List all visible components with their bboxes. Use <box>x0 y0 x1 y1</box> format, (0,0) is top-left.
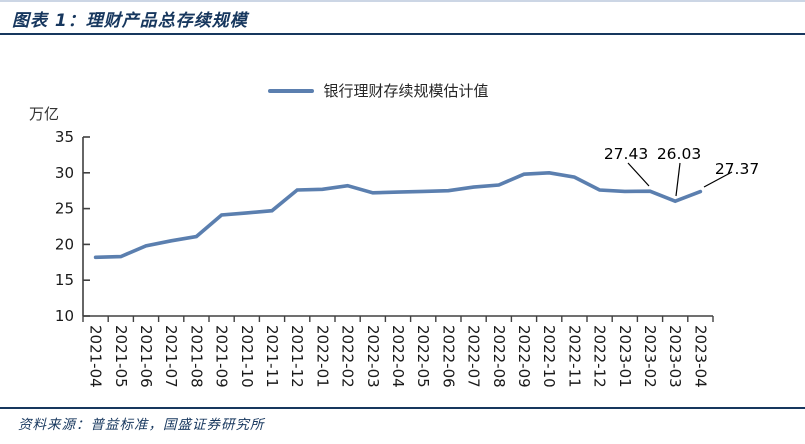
figure-title: 图表 1：理财产品总存续规模 <box>12 11 248 31</box>
x-tick-label: 2021-05 <box>112 325 130 388</box>
series-line <box>93 170 703 260</box>
x-tick-label: 2022-05 <box>414 325 432 388</box>
x-tick-label: 2023-04 <box>691 325 709 388</box>
legend-label: 银行理财存续规模估计值 <box>323 82 489 100</box>
y-tick-label: 10 <box>55 307 74 325</box>
x-tick-label: 2022-10 <box>540 325 558 388</box>
x-tick-label: 2021-07 <box>162 325 180 388</box>
y-tick-label: 25 <box>55 200 74 218</box>
y-tick-label: 15 <box>55 271 74 289</box>
y-tick-label: 35 <box>55 128 74 146</box>
x-tick-label: 2021-09 <box>213 325 231 388</box>
annotation-value-label: 27.37 <box>715 160 759 178</box>
footer-divider <box>0 407 805 409</box>
x-tick-label: 2021-11 <box>263 325 281 388</box>
chart-legend: 银行理财存续规模估计值 <box>0 80 781 101</box>
x-tick-label: 2022-02 <box>339 325 357 388</box>
x-tick-label: 2021-10 <box>238 325 256 388</box>
x-tick-label: 2021-04 <box>87 325 105 388</box>
x-tick-label: 2022-09 <box>515 325 533 388</box>
x-tick-label: 2023-02 <box>641 325 659 388</box>
y-axis-unit-label: 万亿 <box>29 105 60 123</box>
x-tick-label: 2021-06 <box>137 325 155 388</box>
x-tick-label: 2022-07 <box>465 325 483 388</box>
x-tick-label: 2023-01 <box>616 325 634 388</box>
annotation-leader-line <box>627 162 650 187</box>
x-tick-label: 2022-04 <box>389 325 407 388</box>
x-tick-label: 2022-12 <box>591 325 609 388</box>
legend-line-marker <box>268 88 315 93</box>
annotation-value-label: 26.03 <box>657 145 701 163</box>
annotation-leader-line <box>703 171 733 188</box>
x-tick-label: 2022-11 <box>565 325 583 388</box>
title-divider <box>0 33 805 35</box>
x-tick-label: 2021-12 <box>288 325 306 388</box>
y-tick-label: 30 <box>55 164 74 182</box>
annotation-value-label: 27.43 <box>604 145 648 163</box>
x-tick-label: 2023-03 <box>666 325 684 388</box>
source-note: 资料来源：普益标准，国盛证券研究所 <box>18 417 265 433</box>
x-tick-label: 2022-01 <box>313 325 331 388</box>
x-tick-label: 2022-03 <box>364 325 382 388</box>
top-edge-line <box>0 0 805 2</box>
x-tick-label: 2022-08 <box>490 325 508 388</box>
x-tick-label: 2021-08 <box>187 325 205 388</box>
x-tick-label: 2022-06 <box>439 325 457 388</box>
y-tick-label: 20 <box>55 235 74 253</box>
annotation-leader-line <box>675 162 681 197</box>
